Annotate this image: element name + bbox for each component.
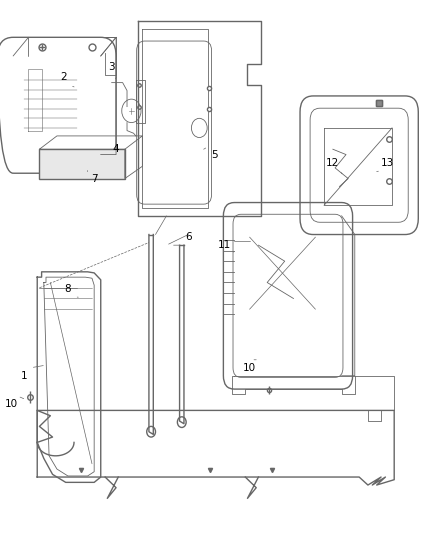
Text: 12: 12 <box>326 158 339 167</box>
FancyBboxPatch shape <box>39 149 125 179</box>
Text: 1: 1 <box>21 371 28 381</box>
Text: 13: 13 <box>381 158 394 167</box>
Text: 7: 7 <box>91 174 98 183</box>
Text: 4: 4 <box>113 144 120 154</box>
Text: 8: 8 <box>64 284 71 294</box>
Text: 5: 5 <box>211 150 218 159</box>
Text: 10: 10 <box>4 399 18 409</box>
Text: 6: 6 <box>185 232 192 242</box>
Text: 10: 10 <box>243 363 256 373</box>
Text: 3: 3 <box>108 62 115 71</box>
Text: 11: 11 <box>218 240 231 250</box>
Text: 2: 2 <box>60 72 67 82</box>
